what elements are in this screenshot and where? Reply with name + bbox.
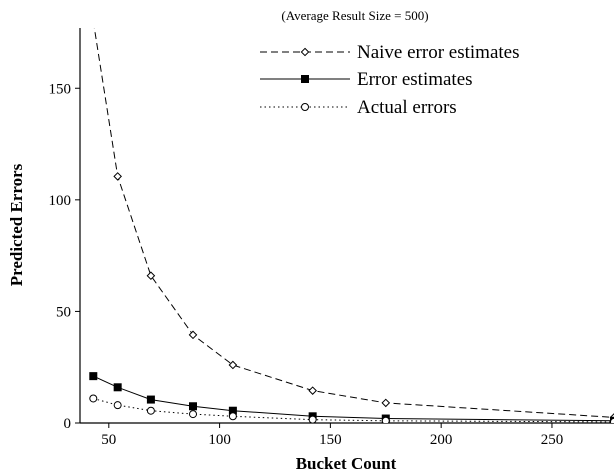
legend-label: Naive error estimates bbox=[357, 42, 519, 63]
diamond-marker bbox=[228, 360, 238, 370]
diamond-marker bbox=[188, 330, 198, 340]
legend: Naive error estimates Error estimates Actu… bbox=[260, 42, 519, 118]
series-layer bbox=[89, 18, 614, 423]
legend-label: Actual errors bbox=[357, 97, 457, 118]
legend-circle-marker bbox=[301, 103, 309, 111]
series-line bbox=[93, 375, 614, 422]
circle-marker bbox=[89, 394, 98, 403]
y-axis-ticks: 0 50 100 150 bbox=[49, 81, 80, 432]
legend-square-marker bbox=[301, 75, 309, 83]
diamond-marker bbox=[90, 18, 97, 25]
diamond-marker bbox=[381, 398, 391, 408]
series-3 bbox=[89, 394, 614, 423]
series-line bbox=[93, 28, 614, 418]
x-tick-label: 100 bbox=[208, 432, 231, 448]
x-tick-label: 150 bbox=[319, 432, 342, 448]
series-2 bbox=[89, 372, 614, 423]
diamond-marker bbox=[113, 172, 122, 181]
circle-marker bbox=[113, 401, 122, 410]
y-tick-label: 50 bbox=[56, 304, 71, 320]
chart-subtitle: (Average Result Size = 500) bbox=[281, 8, 428, 23]
plot-area bbox=[79, 28, 614, 424]
square-marker bbox=[146, 395, 155, 404]
x-axis-title: Bucket Count bbox=[296, 454, 397, 473]
legend-diamond-marker bbox=[300, 47, 310, 57]
y-tick-label: 100 bbox=[49, 193, 72, 209]
legend-label: Error estimates bbox=[357, 69, 473, 90]
x-tick-label: 200 bbox=[430, 432, 453, 448]
circle-marker bbox=[610, 417, 614, 423]
circle-marker bbox=[146, 406, 155, 415]
square-marker bbox=[189, 402, 198, 411]
y-tick-label: 0 bbox=[64, 416, 72, 432]
circle-marker bbox=[381, 416, 390, 423]
y-tick-label: 150 bbox=[49, 81, 72, 97]
circle-marker bbox=[308, 415, 317, 423]
x-axis-ticks: 50 100 150 200 250 bbox=[101, 423, 563, 448]
circle-marker bbox=[228, 412, 237, 421]
series-line bbox=[93, 398, 614, 423]
square-marker bbox=[89, 372, 98, 381]
series-1 bbox=[90, 18, 614, 422]
circle-marker bbox=[189, 410, 198, 419]
diamond-marker bbox=[146, 271, 156, 281]
diamond-marker bbox=[308, 386, 317, 395]
x-tick-label: 50 bbox=[101, 432, 116, 448]
square-marker bbox=[113, 383, 122, 392]
y-axis-title: Predicted Errors bbox=[7, 163, 26, 286]
x-tick-label: 250 bbox=[541, 432, 564, 448]
